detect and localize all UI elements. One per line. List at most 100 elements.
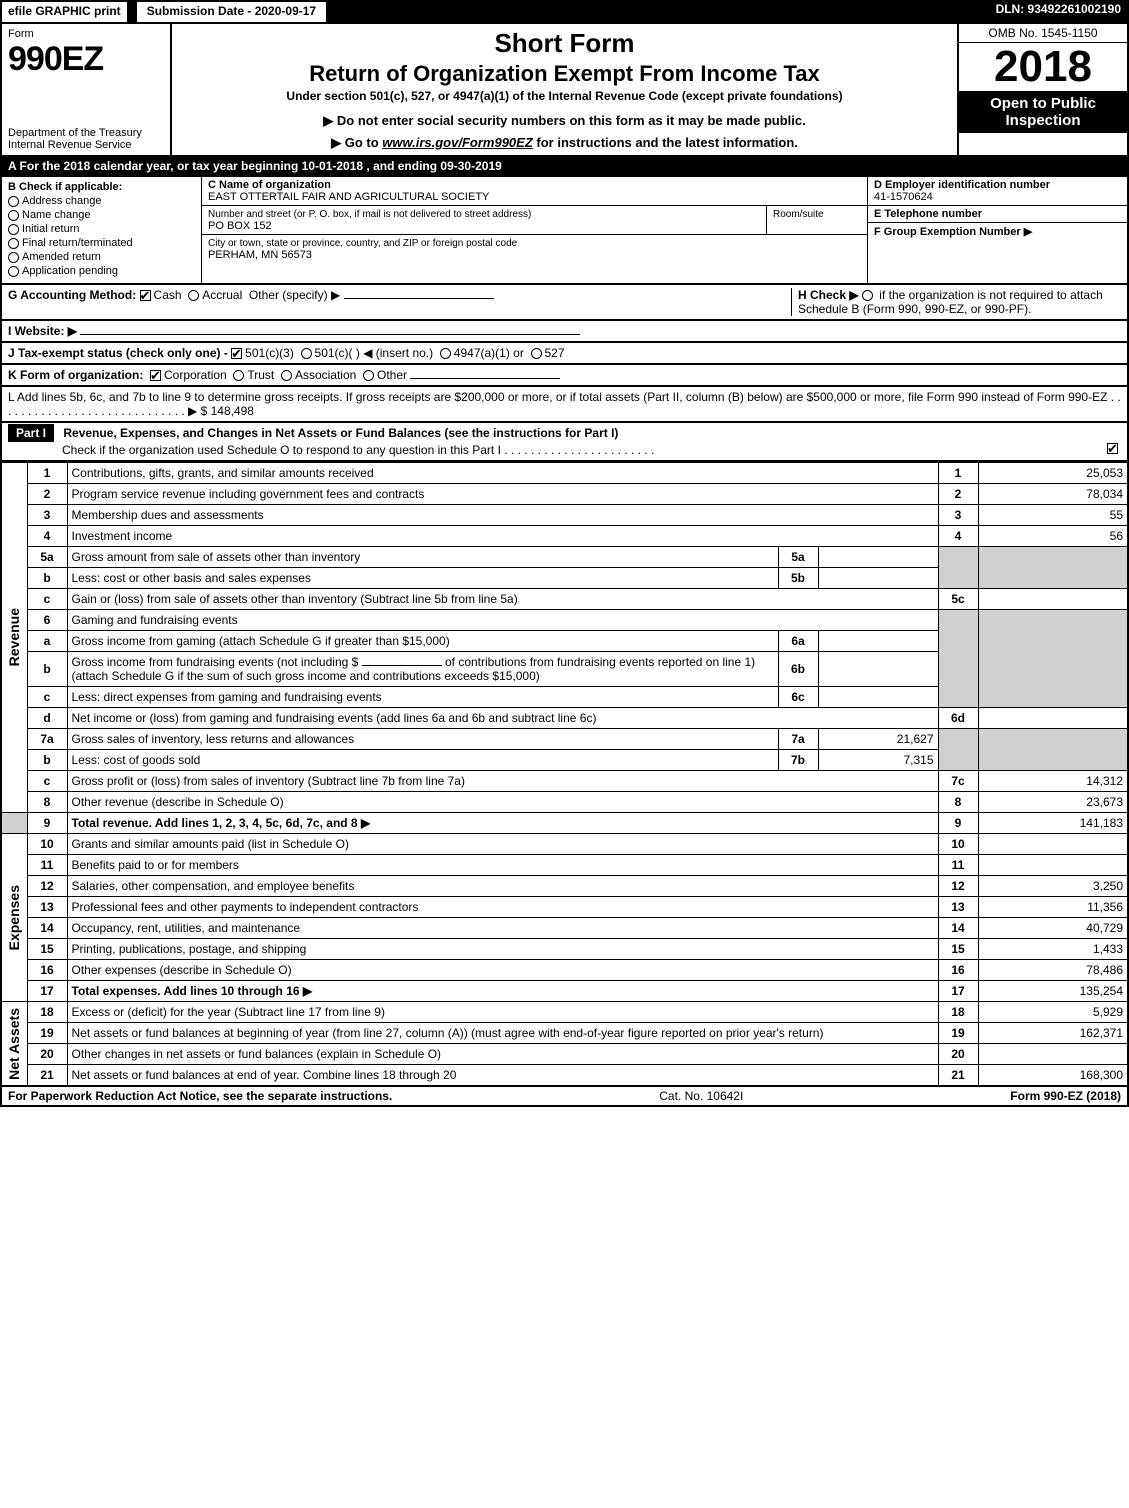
v-21: 168,300 bbox=[978, 1065, 1128, 1087]
h-label: H Check ▶ bbox=[798, 288, 859, 302]
ln-1: 1 bbox=[27, 463, 67, 484]
cn-19: 19 bbox=[938, 1023, 978, 1044]
row-j: J Tax-exempt status (check only one) - 5… bbox=[0, 343, 1129, 365]
ln-13: 13 bbox=[27, 897, 67, 918]
footer: For Paperwork Reduction Act Notice, see … bbox=[0, 1087, 1129, 1107]
dept-irs: Internal Revenue Service bbox=[8, 139, 164, 151]
mv-5a bbox=[818, 547, 938, 568]
v-3: 55 bbox=[978, 505, 1128, 526]
org-info: C Name of organization EAST OTTERTAIL FA… bbox=[202, 177, 867, 283]
street-label: Number and street (or P. O. box, if mail… bbox=[208, 209, 531, 220]
efile-label: efile GRAPHIC print bbox=[0, 0, 129, 24]
chk-final-return[interactable]: Final return/terminated bbox=[8, 237, 195, 249]
chk-4947[interactable] bbox=[440, 348, 451, 359]
b-header: B Check if applicable: bbox=[8, 181, 195, 193]
chk-501c[interactable] bbox=[301, 348, 312, 359]
d-label: D Employer identification number bbox=[874, 179, 1050, 191]
chk-accrual[interactable] bbox=[188, 290, 199, 301]
mv-6a bbox=[818, 631, 938, 652]
open-to-public: Open to Public Inspection bbox=[959, 91, 1127, 133]
side-netassets: Net Assets bbox=[6, 1008, 22, 1080]
ln-7b: b bbox=[27, 750, 67, 771]
mn-6b: 6b bbox=[778, 652, 818, 687]
period-mid: , and ending bbox=[366, 159, 440, 173]
cn-14: 14 bbox=[938, 918, 978, 939]
chk-cash[interactable] bbox=[140, 290, 151, 301]
footer-left: For Paperwork Reduction Act Notice, see … bbox=[8, 1089, 392, 1103]
instructions-link-line: ▶ Go to www.irs.gov/Form990EZ for instru… bbox=[180, 135, 949, 151]
part1-sub: Check if the organization used Schedule … bbox=[62, 443, 654, 457]
chk-501c3[interactable] bbox=[231, 348, 242, 359]
d-19: Net assets or fund balances at beginning… bbox=[72, 1026, 824, 1040]
mn-6a: 6a bbox=[778, 631, 818, 652]
chk-h[interactable] bbox=[862, 290, 873, 301]
mv-5b bbox=[818, 568, 938, 589]
cn-20: 20 bbox=[938, 1044, 978, 1065]
g-cash: Cash bbox=[154, 288, 182, 302]
v-12: 3,250 bbox=[978, 876, 1128, 897]
chk-trust[interactable] bbox=[233, 370, 244, 381]
ln-10: 10 bbox=[27, 834, 67, 855]
ln-6c: c bbox=[27, 687, 67, 708]
g-label: G Accounting Method: bbox=[8, 288, 136, 302]
omb-number: OMB No. 1545-1150 bbox=[959, 24, 1127, 43]
dln-label: DLN: 93492261002190 bbox=[988, 0, 1129, 24]
form-number: 990EZ bbox=[8, 40, 164, 79]
checkboxes-b: B Check if applicable: Address change Na… bbox=[2, 177, 202, 283]
chk-amended-return[interactable]: Amended return bbox=[8, 251, 195, 263]
cn-10: 10 bbox=[938, 834, 978, 855]
chk-name-change[interactable]: Name change bbox=[8, 209, 195, 221]
chk-initial-return[interactable]: Initial return bbox=[8, 223, 195, 235]
mn-6c: 6c bbox=[778, 687, 818, 708]
mn-5b: 5b bbox=[778, 568, 818, 589]
chk-corp[interactable] bbox=[150, 370, 161, 381]
mv-6b bbox=[818, 652, 938, 687]
cn-13: 13 bbox=[938, 897, 978, 918]
ln-16: 16 bbox=[27, 960, 67, 981]
d-5c: Gain or (loss) from sale of assets other… bbox=[72, 592, 518, 606]
ln-4: 4 bbox=[27, 526, 67, 547]
ln-19: 19 bbox=[27, 1023, 67, 1044]
v-9: 141,183 bbox=[978, 813, 1128, 834]
ln-17: 17 bbox=[27, 981, 67, 1002]
ln-18: 18 bbox=[27, 1002, 67, 1023]
row-i: I Website: ▶ bbox=[0, 321, 1129, 343]
chk-application-pending[interactable]: Application pending bbox=[8, 265, 195, 277]
d-7b: Less: cost of goods sold bbox=[72, 753, 201, 767]
mv-7b: 7,315 bbox=[818, 750, 938, 771]
v-5c bbox=[978, 589, 1128, 610]
v-13: 11,356 bbox=[978, 897, 1128, 918]
part1-label: Part I bbox=[8, 424, 54, 442]
d-3: Membership dues and assessments bbox=[72, 508, 264, 522]
f-label: F Group Exemption Number ▶ bbox=[874, 226, 1032, 238]
c-label: C Name of organization bbox=[208, 179, 331, 191]
chk-assoc[interactable] bbox=[281, 370, 292, 381]
ln-3: 3 bbox=[27, 505, 67, 526]
cn-7c: 7c bbox=[938, 771, 978, 792]
ln-2: 2 bbox=[27, 484, 67, 505]
short-form-title: Short Form bbox=[180, 28, 949, 59]
v-2: 78,034 bbox=[978, 484, 1128, 505]
j-label: J Tax-exempt status (check only one) - bbox=[8, 346, 231, 360]
cn-11: 11 bbox=[938, 855, 978, 876]
cn-16: 16 bbox=[938, 960, 978, 981]
chk-527[interactable] bbox=[531, 348, 542, 359]
instructions-link[interactable]: www.irs.gov/Form990EZ bbox=[382, 135, 533, 150]
j-o2: 501(c)( ) ◀ (insert no.) bbox=[315, 346, 434, 360]
j-o1: 501(c)(3) bbox=[245, 346, 294, 360]
footer-mid: Cat. No. 10642I bbox=[392, 1089, 1010, 1103]
d-1: Contributions, gifts, grants, and simila… bbox=[72, 466, 374, 480]
tax-period-row: A For the 2018 calendar year, or tax yea… bbox=[0, 157, 1129, 177]
v-11 bbox=[978, 855, 1128, 876]
header-right: OMB No. 1545-1150 2018 Open to Public In… bbox=[957, 24, 1127, 155]
form-header: Form 990EZ Department of the Treasury In… bbox=[0, 24, 1129, 157]
header-mid: Short Form Return of Organization Exempt… bbox=[172, 24, 957, 155]
v-10 bbox=[978, 834, 1128, 855]
mn-7a: 7a bbox=[778, 729, 818, 750]
side-expenses: Expenses bbox=[6, 885, 22, 950]
chk-address-change[interactable]: Address change bbox=[8, 195, 195, 207]
chk-other-org[interactable] bbox=[363, 370, 374, 381]
ln-7c: c bbox=[27, 771, 67, 792]
chk-part1-scheduleO[interactable] bbox=[1107, 443, 1118, 454]
d-12: Salaries, other compensation, and employ… bbox=[72, 879, 355, 893]
